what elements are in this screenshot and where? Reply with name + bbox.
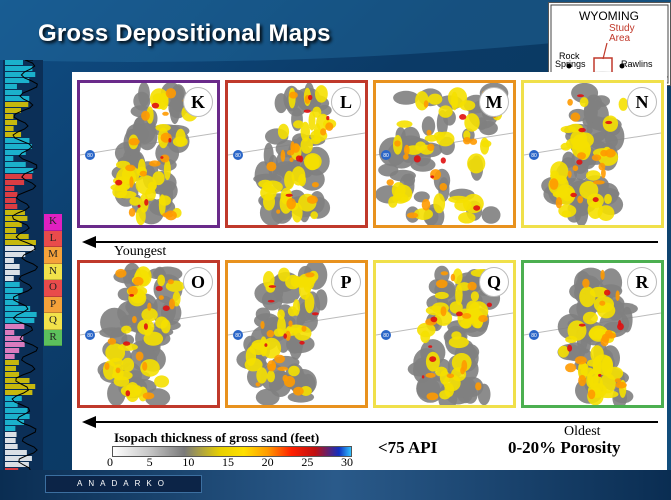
map-letter-l: L [331,87,361,117]
youngest-arrow [82,236,658,248]
map-letter-o: O [183,267,213,297]
well-log-strip [3,60,43,500]
interstate-shield-icon [381,330,391,340]
inset-rock-springs-label: Rock [559,51,580,61]
interval-label-k: K [44,214,62,231]
color-bar-tick: 20 [261,455,274,469]
maps-panel: 80 K 80 L 80 M 80 N 80 O 80 P 80 Q 80 R Youngest Oldest… [72,72,667,470]
interstate-shield-label: 80 [235,153,241,159]
interval-label-m: M [44,247,62,264]
interstate-shield-icon [381,150,391,160]
map-letter-p: P [331,267,361,297]
color-bar-tick: 5 [146,455,153,469]
oldest-label: Oldest [564,424,601,439]
inset-rawlins-label: Rawlins [621,59,653,69]
company-name: ANADARKO [77,479,170,488]
color-bar-tick: 15 [222,455,234,469]
interval-label-o: O [44,280,62,297]
isopach-map-p: 80 P [225,260,368,408]
title-swoosh [0,0,671,62]
interstate-shield-label: 80 [87,333,93,339]
legend-title: Isopach thickness of gross sand (feet) [114,430,320,445]
interval-label-r: R [44,329,62,346]
isopach-map-r: 80 R [521,260,664,408]
map-letter-q: Q [479,267,509,297]
company-logo-bar: ANADARKO [45,475,202,493]
inset-study-area-label: Study [609,23,635,34]
interstate-shield-label: 80 [531,153,537,159]
interstate-shield-icon [233,150,243,160]
interstate-shield-label: 80 [531,333,537,339]
interval-label-l: L [44,230,62,247]
interstate-shield-label: 80 [87,153,93,159]
color-bar-tick: 25 [301,455,314,469]
interstate-shield-icon [529,330,539,340]
interstate-shield-icon [85,330,95,340]
inset-study-area-label-2: Area [609,33,631,44]
porosity-label: 0-20% Porosity [508,438,621,457]
interstate-shield-label: 80 [383,153,389,159]
interval-label-p: P [44,296,62,313]
isopach-map-n: 80 N [521,80,664,228]
interval-label-q: Q [44,313,62,330]
isopach-map-q: 80 Q [373,260,516,408]
isopach-map-l: 80 L [225,80,368,228]
color-bar-tick: 30 [341,455,353,469]
api-cutoff-label: <75 API [378,438,438,457]
interstate-shield-icon [233,330,243,340]
isopach-map-o: 80 O [77,260,220,408]
interstate-shield-label: 80 [383,333,389,339]
interstate-shield-icon [529,150,539,160]
page-title: Gross Depositional Maps [38,20,331,47]
inset-state-label: WYOMING [579,9,639,23]
color-bar-ticks: 0 5 10 15 20 25 30 [102,455,362,469]
color-bar-tick: 0 [107,455,113,469]
map-letter-k: K [183,87,213,117]
map-letter-m: M [479,87,509,117]
interval-label-n: N [44,263,62,280]
isopach-map-k: 80 K [77,80,220,228]
youngest-label: Youngest [114,244,167,259]
map-letter-n: N [627,87,657,117]
interstate-shield-label: 80 [235,333,241,339]
isopach-color-bar [112,446,352,457]
inset-rock-springs-label-2: Springs [555,59,586,69]
map-letter-r: R [627,267,657,297]
interstate-shield-icon [85,150,95,160]
oldest-arrow [82,416,658,428]
color-bar-tick: 10 [182,455,195,469]
isopach-map-m: 80 M [373,80,516,228]
